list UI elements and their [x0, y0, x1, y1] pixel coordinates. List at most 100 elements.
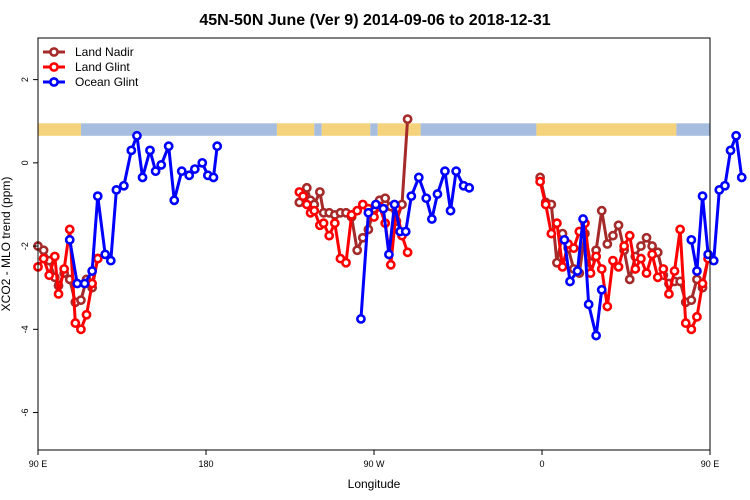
data-point-land-glint: [87, 278, 98, 289]
data-point-land-nadir: [624, 274, 635, 285]
data-point-ocean-glint: [150, 166, 161, 177]
data-point-ocean-glint: [189, 164, 200, 174]
data-point-ocean-glint: [72, 278, 83, 289]
x-tick-label: 90 W: [363, 459, 385, 469]
legend-label-ocean-glint: Ocean Glint: [75, 75, 139, 89]
data-point-land-glint: [44, 270, 55, 281]
data-point-ocean-glint: [100, 249, 111, 260]
data-point-land-glint: [652, 272, 663, 283]
ocean-segment: [420, 123, 537, 136]
data-point-land-glint: [692, 311, 702, 322]
series-line-ocean-glint: [689, 134, 744, 273]
ocean-segment: [676, 123, 710, 136]
land-segment: [38, 123, 81, 136]
data-point-land-glint: [64, 224, 75, 235]
series-layer: [33, 114, 747, 341]
data-point-ocean-glint: [64, 234, 75, 245]
y-tick-label: 0: [20, 160, 30, 165]
data-point-ocean-glint: [445, 205, 456, 216]
data-point-land-nadir: [301, 182, 312, 193]
data-point-ocean-glint: [184, 170, 195, 181]
land-segment: [377, 123, 421, 136]
data-point-land-glint: [92, 253, 103, 264]
data-point-ocean-glint: [572, 266, 583, 276]
data-point-land-nadir: [636, 241, 646, 251]
data-point-ocean-glint: [208, 172, 219, 183]
legend-marker-land-nadir: [49, 47, 59, 57]
land-segment: [276, 123, 315, 136]
data-point-land-nadir: [76, 295, 86, 306]
legend-label-land-nadir: Land Nadir: [75, 45, 134, 59]
data-point-land-glint: [385, 259, 396, 270]
data-point-ocean-glint: [378, 203, 389, 214]
data-point-land-glint: [664, 289, 674, 299]
data-point-ocean-glint: [559, 234, 570, 245]
data-point-land-glint: [38, 253, 49, 264]
data-point-land-glint: [552, 218, 562, 229]
data-point-land-glint: [76, 324, 86, 335]
x-tick-label: 180: [198, 459, 213, 469]
x-tick-label: 90 E: [701, 459, 720, 469]
data-point-ocean-glint: [132, 130, 142, 141]
data-point-land-glint: [596, 264, 607, 274]
data-point-ocean-glint: [176, 166, 187, 177]
data-point-land-glint: [686, 324, 697, 335]
data-point-ocean-glint: [197, 157, 208, 168]
data-point-land-glint: [329, 218, 340, 229]
data-point-land-nadir: [641, 232, 652, 243]
data-point-land-glint: [647, 249, 658, 260]
data-point-land-glint: [298, 191, 308, 202]
data-point-land-nadir: [613, 220, 624, 231]
data-point-ocean-glint: [212, 141, 223, 152]
data-point-land-glint: [630, 264, 641, 274]
data-point-ocean-glint: [731, 130, 742, 141]
data-point-ocean-glint: [384, 249, 394, 260]
data-point-ocean-glint: [163, 141, 174, 152]
data-point-ocean-glint: [596, 284, 607, 295]
data-point-ocean-glint: [432, 189, 443, 199]
x-axis-label: Longitude: [348, 477, 401, 491]
data-point-land-nadir: [314, 187, 325, 197]
data-point-ocean-glint: [686, 234, 697, 245]
y-tick-label: -2: [20, 242, 30, 250]
data-point-ocean-glint: [725, 145, 736, 156]
data-point-ocean-glint: [421, 193, 432, 204]
legend-label-land-glint: Land Glint: [75, 60, 130, 74]
land-segment: [321, 123, 371, 136]
data-point-ocean-glint: [356, 314, 366, 324]
data-point-land-glint: [636, 253, 646, 264]
data-point-ocean-glint: [370, 199, 381, 210]
legend-marker-land-glint: [49, 62, 59, 72]
data-point-land-glint: [535, 176, 546, 187]
data-point-land-glint: [81, 309, 92, 320]
data-point-ocean-glint: [389, 199, 400, 210]
data-point-land-glint: [59, 264, 70, 274]
data-point-ocean-glint: [118, 180, 129, 191]
data-point-land-glint: [341, 257, 351, 268]
data-point-land-glint: [697, 278, 708, 289]
data-point-ocean-glint: [87, 266, 98, 276]
data-point-land-glint: [53, 289, 64, 299]
data-point-land-glint: [352, 205, 363, 216]
data-point-land-glint: [619, 241, 630, 251]
data-point-ocean-glint: [145, 145, 155, 156]
y-tick-label: -6: [20, 409, 30, 417]
data-point-land-glint: [591, 251, 602, 262]
data-point-land-glint: [608, 255, 618, 266]
data-point-ocean-glint: [464, 182, 475, 193]
data-point-ocean-glint: [451, 166, 462, 177]
data-point-land-glint: [546, 228, 557, 239]
data-point-land-glint: [301, 199, 312, 210]
data-point-land-glint: [402, 247, 413, 258]
data-point-land-glint: [540, 199, 551, 210]
data-point-ocean-glint: [105, 255, 116, 266]
data-point-ocean-glint: [708, 255, 719, 266]
ocean-segment: [314, 123, 322, 136]
data-point-ocean-glint: [400, 226, 411, 237]
data-point-ocean-glint: [406, 191, 417, 202]
data-point-land-nadir: [380, 193, 391, 204]
data-point-land-glint: [669, 266, 680, 276]
data-point-ocean-glint: [126, 145, 137, 156]
